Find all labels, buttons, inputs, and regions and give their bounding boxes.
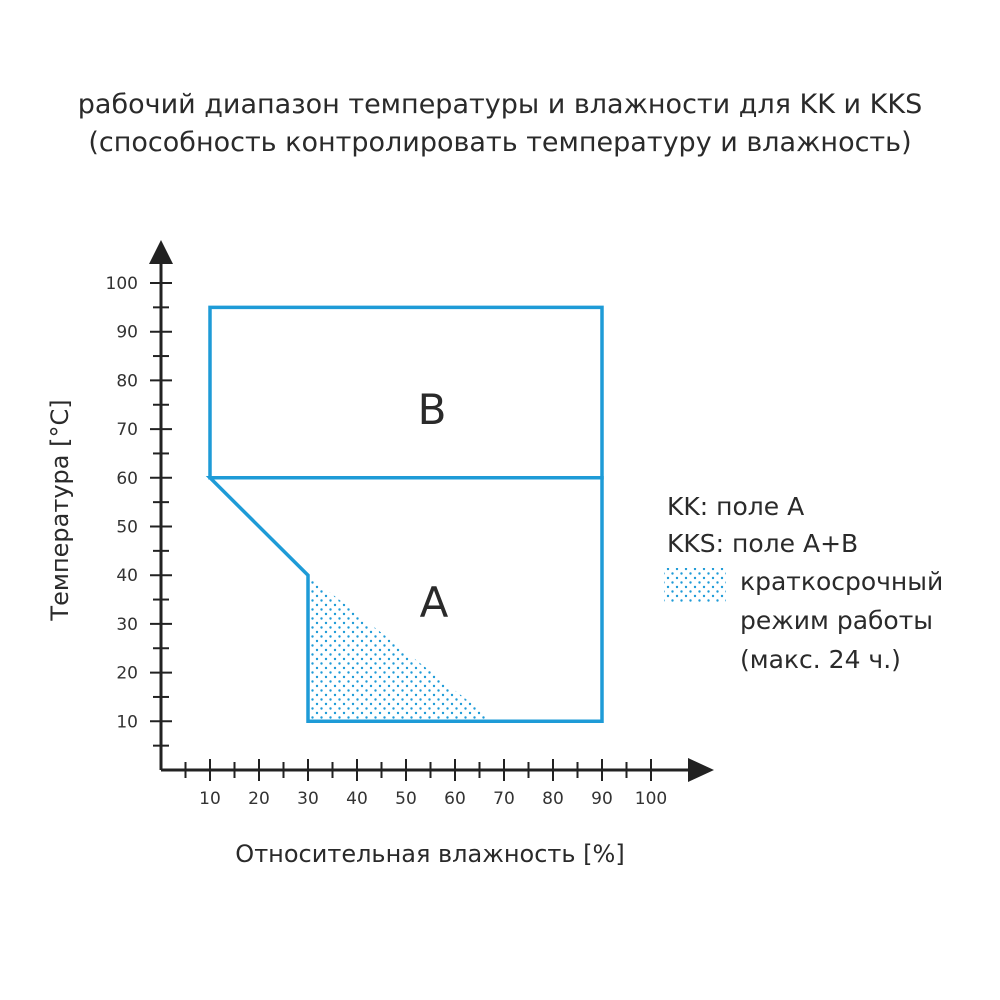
y-tick-label-20: 20: [116, 664, 138, 684]
y-tick-label-70: 70: [116, 420, 138, 440]
x-axis-label: Относительная влажность [%]: [235, 840, 624, 868]
y-tick-label-10: 10: [116, 712, 138, 732]
title-line-1: рабочий диапазон температуры и влажности…: [77, 89, 923, 120]
x-tick-label-50: 50: [395, 789, 417, 809]
x-tick-label-60: 60: [444, 789, 466, 809]
field-a-label: A: [420, 578, 449, 627]
x-tick-label-80: 80: [542, 789, 564, 809]
x-tick-label-20: 20: [248, 789, 270, 809]
axis-ticks: [150, 282, 652, 781]
y-tick-label-30: 30: [116, 615, 138, 635]
x-tick-label-30: 30: [297, 789, 319, 809]
x-axis-arrow: [688, 758, 714, 782]
legend-short-term-line-2: режим работы: [740, 606, 933, 635]
y-tick-label-100: 100: [106, 274, 138, 294]
y-tick-label-80: 80: [116, 371, 138, 391]
y-tick-label-60: 60: [116, 469, 138, 489]
y-tick-label-40: 40: [116, 566, 138, 586]
y-axis-label: Температура [°C]: [46, 399, 74, 621]
short-term-dotted-area: [308, 575, 495, 722]
legend: KK: поле A KKS: поле A+B краткосрочный р…: [664, 492, 943, 674]
y-axis-arrow: [149, 240, 173, 264]
x-tick-label-40: 40: [346, 789, 368, 809]
axis-tick-labels: 10 20 30 40 50 60 70 80 90 100 10 20 30 40 50 60 70 80 90 1…: [106, 274, 668, 809]
field-a-outline: [205, 476, 604, 724]
x-tick-label-10: 10: [199, 789, 221, 809]
x-tick-label-100: 100: [635, 789, 667, 809]
legend-short-term-line-3: (макс. 24 ч.): [740, 645, 901, 674]
diagram-title: рабочий диапазон температуры и влажности…: [0, 86, 1000, 162]
legend-short-term-line-1: краткосрочный: [740, 567, 943, 596]
legend-dotted-swatch: [664, 568, 726, 602]
y-tick-label-50: 50: [116, 518, 138, 538]
legend-kk: KK: поле A: [667, 492, 804, 521]
x-tick-label-70: 70: [493, 789, 515, 809]
field-b-label: B: [418, 385, 447, 434]
field-b-outline: [208, 305, 604, 480]
legend-kks: KKS: поле A+B: [667, 529, 858, 558]
y-tick-label-90: 90: [116, 323, 138, 343]
title-line-2: (способность контролировать температуру …: [88, 127, 912, 158]
x-tick-label-90: 90: [591, 789, 613, 809]
